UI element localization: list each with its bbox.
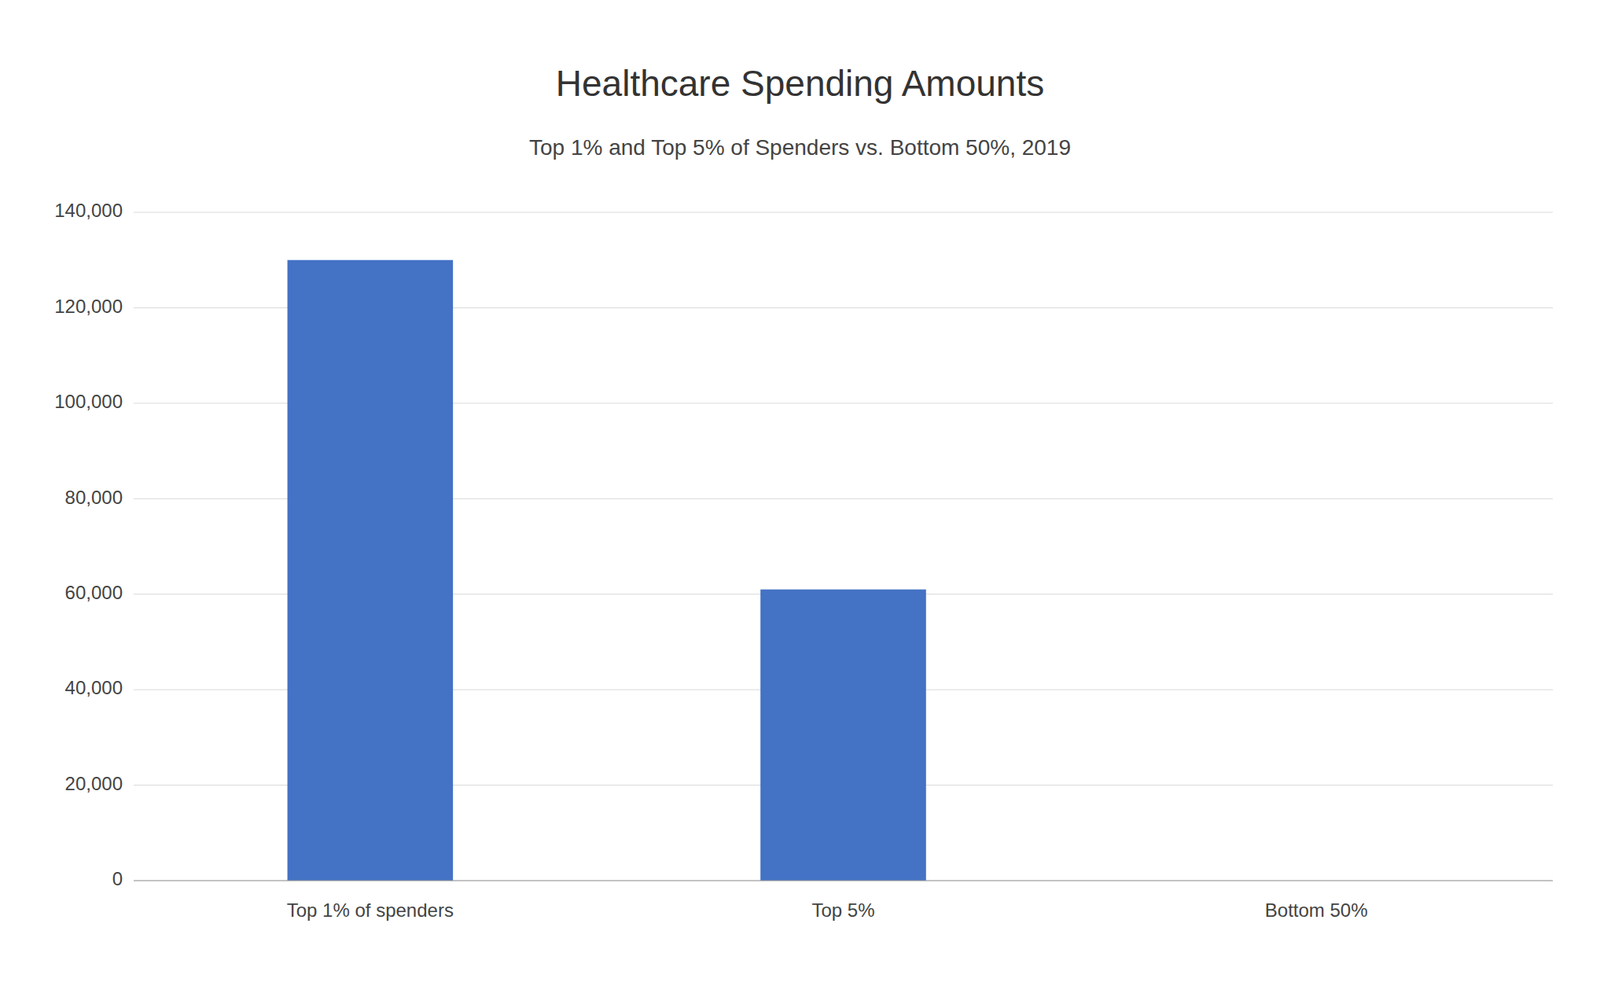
- bars: [287, 260, 927, 881]
- chart-container: Healthcare Spending Amounts Top 1% and To…: [0, 0, 1600, 986]
- y-tick-label: 120,000: [54, 295, 123, 317]
- x-axis: Top 1% of spenders Top 5% Bottom 50%: [286, 899, 1369, 921]
- y-tick-label: 100,000: [54, 390, 123, 412]
- y-tick-label: 0: [112, 868, 123, 890]
- y-axis: 0 20,000 40,000 60,000 80,000 100,000 120,000 1…: [54, 199, 123, 890]
- y-tick-label: 60,000: [65, 581, 123, 604]
- x-tick-label: Bottom 50%: [1265, 899, 1369, 921]
- bar: [287, 260, 454, 881]
- x-tick-label: Top 1% of spenders: [286, 899, 454, 921]
- y-tick-label: 20,000: [65, 772, 123, 795]
- grid-line: [133, 212, 1553, 214]
- x-tick-label: Top 5%: [811, 899, 875, 921]
- y-tick-label: 140,000: [54, 199, 123, 221]
- bar: [760, 589, 927, 881]
- y-tick-label: 80,000: [65, 486, 123, 508]
- y-tick-label: 40,000: [65, 676, 123, 699]
- title: Healthcare Spending Amounts: [555, 62, 1045, 104]
- grid: [133, 212, 1553, 881]
- x-axis-line: [133, 880, 1553, 882]
- subtitle: Top 1% and Top 5% of Spenders vs. Bottom…: [529, 135, 1071, 160]
- grid-line: [133, 880, 1553, 882]
- chart-svg: Healthcare Spending Amounts Top 1% and To…: [0, 0, 1600, 986]
